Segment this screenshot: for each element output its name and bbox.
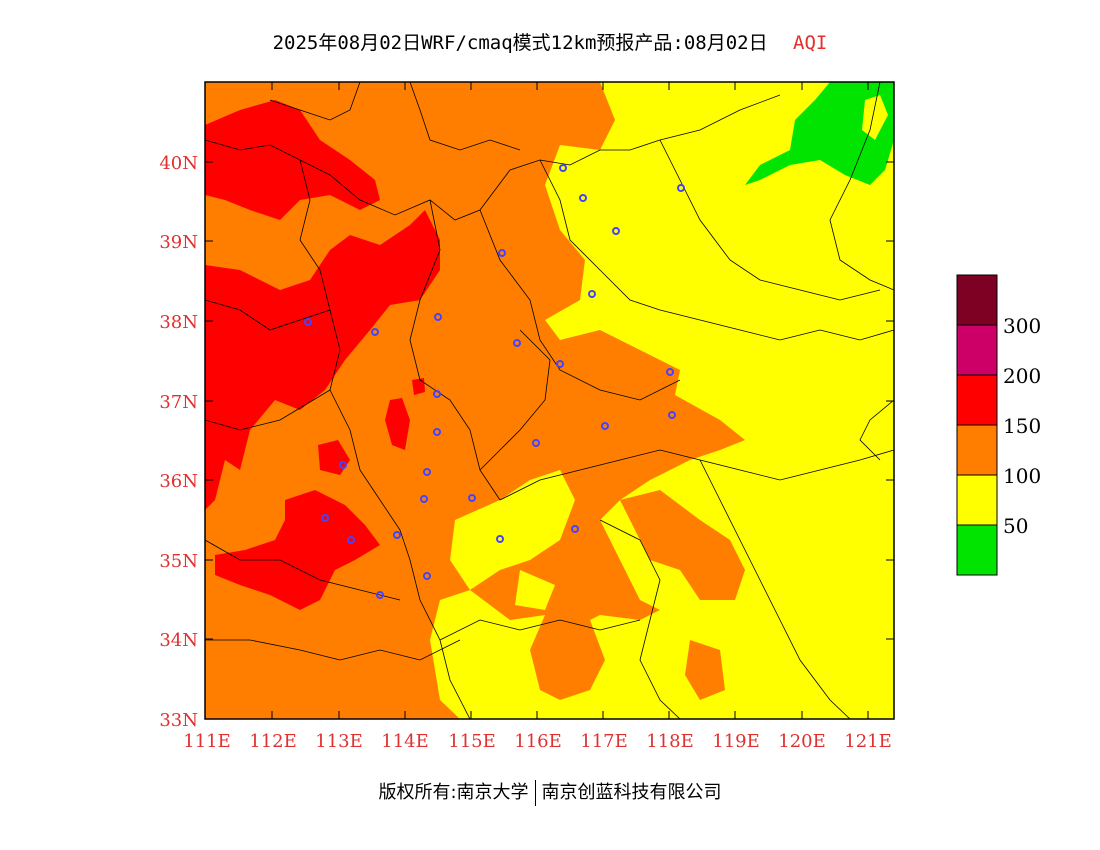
lon-label: 120E <box>778 731 826 752</box>
lat-label: 36N <box>159 471 198 492</box>
lon-label: 114E <box>381 731 429 752</box>
legend-swatch-very-unhealthy <box>957 325 997 375</box>
lat-label: 35N <box>159 551 198 572</box>
lon-label: 116E <box>514 731 562 752</box>
lon-label: 112E <box>249 731 297 752</box>
title-main: 2025年08月02日WRF/cmaq模式12km预报产品:08月02日 <box>272 32 768 54</box>
lon-labels: 111E 112E 113E 114E 115E 116E 117E 118E … <box>183 731 892 752</box>
legend-tick: 200 <box>1003 364 1041 388</box>
station-markers <box>304 164 685 599</box>
legend-tick: 150 <box>1003 414 1041 438</box>
lat-label: 37N <box>159 392 198 413</box>
lat-labels: 40N 39N 38N 37N 36N 35N 34N 33N <box>159 153 198 731</box>
lon-label: 117E <box>580 731 628 752</box>
lon-label: 115E <box>448 731 496 752</box>
lat-label: 38N <box>159 312 198 333</box>
lon-label: 111E <box>183 731 231 752</box>
legend-tick: 300 <box>1003 314 1041 338</box>
lon-label: 119E <box>712 731 760 752</box>
title-variable: AQI <box>793 32 828 54</box>
legend-tick: 50 <box>1003 514 1028 538</box>
map-title: 2025年08月02日WRF/cmaq模式12km预报产品:08月02日 AQI <box>0 28 1100 55</box>
legend-swatch-hazardous <box>957 275 997 325</box>
boundary-lines <box>205 82 894 719</box>
legend-swatch-unhealthy <box>957 375 997 425</box>
aqi-legend: 50 100 150 200 300 <box>956 274 1041 576</box>
legend-swatch-usg <box>957 425 997 475</box>
legend-tick: 100 <box>1003 464 1041 488</box>
legend-swatch-good <box>957 525 997 575</box>
lat-label: 33N <box>159 710 198 731</box>
legend-swatch-moderate <box>957 475 997 525</box>
lon-label: 118E <box>646 731 694 752</box>
copyright-right: 南京创蓝科技有限公司 <box>541 782 722 803</box>
copyright-left: 版权所有:南京大学 <box>378 782 529 803</box>
aqi-field <box>205 82 894 719</box>
axis-ticks <box>205 82 894 719</box>
copyright-footer: 版权所有:南京大学 南京创蓝科技有限公司 <box>0 778 1100 806</box>
lat-label: 39N <box>159 232 198 253</box>
legend-labels: 50 100 150 200 300 <box>1003 314 1041 538</box>
lat-label: 40N <box>159 153 198 174</box>
footer-divider <box>534 780 536 806</box>
lon-label: 121E <box>844 731 892 752</box>
lat-label: 34N <box>159 630 198 651</box>
lon-label: 113E <box>315 731 363 752</box>
